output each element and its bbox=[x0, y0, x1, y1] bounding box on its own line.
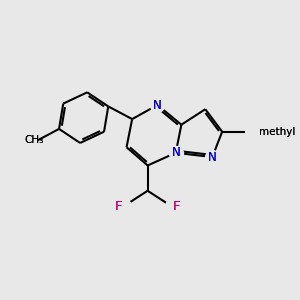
Text: N: N bbox=[208, 151, 217, 164]
Text: CH₃: CH₃ bbox=[24, 135, 43, 145]
Text: methyl: methyl bbox=[259, 127, 295, 137]
Text: N: N bbox=[171, 146, 180, 159]
Text: CH₃: CH₃ bbox=[24, 135, 43, 145]
Text: N: N bbox=[171, 146, 180, 159]
Text: F: F bbox=[115, 200, 122, 213]
Text: F: F bbox=[115, 200, 122, 213]
Text: N: N bbox=[153, 98, 162, 112]
Text: methyl: methyl bbox=[259, 127, 295, 137]
Text: N: N bbox=[153, 98, 162, 112]
Text: F: F bbox=[173, 200, 180, 213]
Text: N: N bbox=[208, 151, 217, 164]
Text: F: F bbox=[173, 200, 180, 213]
